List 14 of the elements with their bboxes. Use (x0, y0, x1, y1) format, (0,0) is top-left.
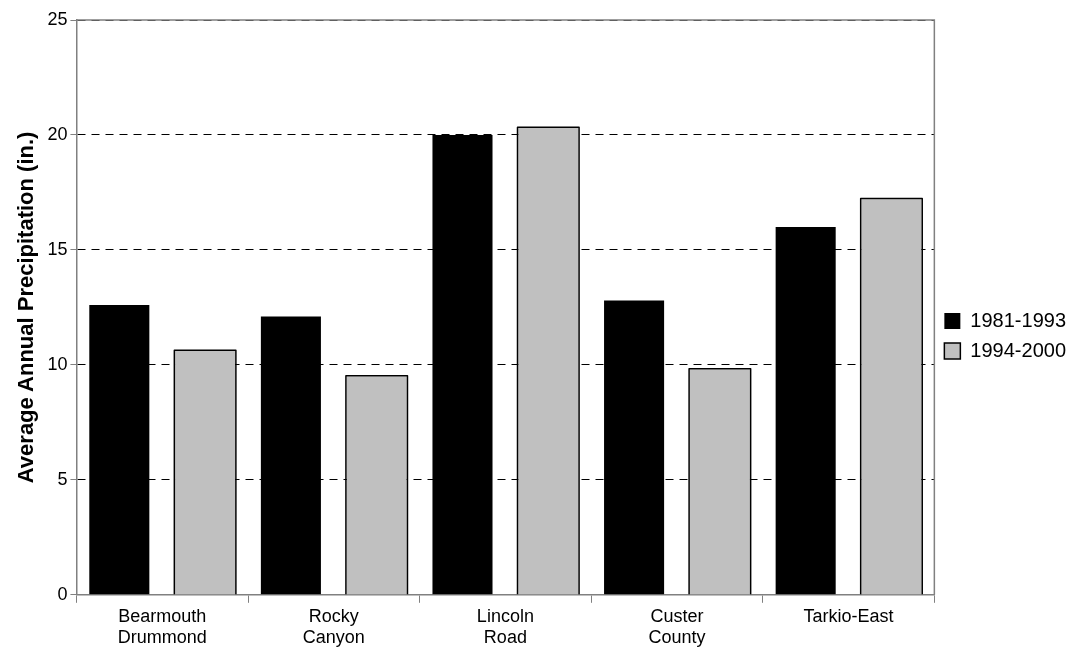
y-tick-label: 20 (47, 123, 68, 144)
y-tick-label: 10 (47, 353, 68, 374)
x-tick-label: Custer County (648, 605, 706, 648)
x-tick-label: Tarkio-East (803, 605, 894, 626)
x-tick-label: Lincoln Road (476, 605, 534, 648)
x-tick-label: Bearmouth Drummond (117, 605, 207, 648)
y-tick-label: 5 (57, 468, 68, 489)
y-tick-label: 25 (47, 8, 68, 29)
legend-label: 1981-1993 (970, 308, 1067, 331)
y-tick-label: 0 (57, 583, 68, 604)
legend-label: 1994-2000 (970, 338, 1067, 361)
x-tick-label: Rocky Canyon (302, 605, 365, 648)
y-tick-label: 15 (47, 238, 68, 259)
y-axis-title: Average Annual Precipitation (in.) (13, 131, 39, 484)
